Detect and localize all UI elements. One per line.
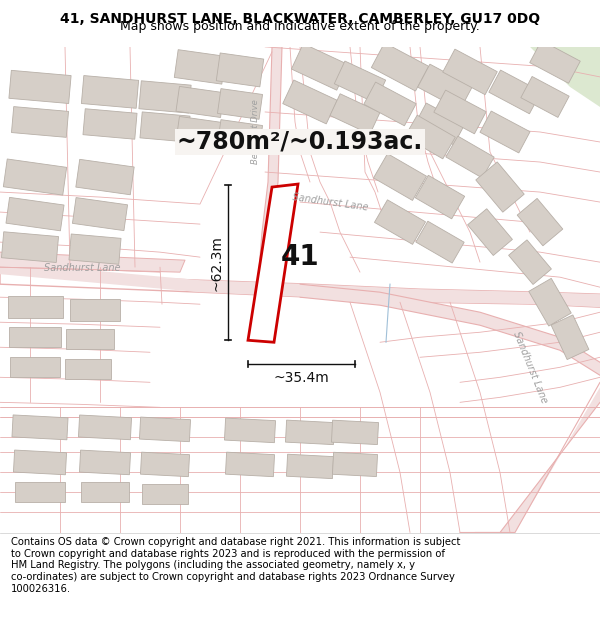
Bar: [9, 328, 61, 348]
Bar: [224, 418, 275, 442]
Polygon shape: [460, 372, 600, 532]
Text: Sandhurst Lane: Sandhurst Lane: [44, 263, 120, 273]
Bar: [331, 420, 379, 444]
Bar: [551, 315, 589, 359]
Polygon shape: [248, 184, 298, 342]
Bar: [79, 450, 131, 475]
Bar: [176, 116, 224, 148]
Bar: [489, 70, 541, 114]
Bar: [364, 82, 416, 126]
Bar: [6, 198, 64, 231]
Bar: [371, 42, 428, 91]
Bar: [443, 49, 497, 94]
Bar: [70, 299, 120, 321]
Bar: [140, 452, 190, 477]
Bar: [7, 296, 62, 318]
Bar: [139, 417, 191, 442]
Bar: [81, 482, 129, 502]
Text: ~780m²/~0.193ac.: ~780m²/~0.193ac.: [177, 130, 423, 154]
Bar: [529, 278, 571, 326]
Bar: [10, 357, 60, 377]
Bar: [140, 112, 190, 142]
Bar: [434, 90, 486, 134]
Text: Sandhurst Lane: Sandhurst Lane: [511, 330, 549, 404]
Bar: [415, 175, 464, 219]
Bar: [79, 415, 131, 440]
Bar: [217, 119, 263, 150]
Bar: [12, 415, 68, 440]
Text: ~35.4m: ~35.4m: [274, 371, 329, 385]
Bar: [334, 61, 386, 102]
Bar: [139, 81, 191, 113]
Text: 41: 41: [281, 243, 319, 271]
Text: Beechnut Drive: Beechnut Drive: [251, 99, 260, 164]
Bar: [15, 482, 65, 502]
Bar: [283, 80, 337, 124]
Bar: [174, 49, 226, 84]
Bar: [330, 94, 380, 134]
Bar: [216, 53, 264, 87]
Polygon shape: [530, 47, 600, 107]
Bar: [65, 359, 111, 379]
Bar: [521, 76, 569, 118]
Bar: [4, 159, 67, 195]
Text: Contains OS data © Crown copyright and database right 2021. This information is : Contains OS data © Crown copyright and d…: [11, 537, 460, 594]
Bar: [332, 452, 377, 477]
Text: Sandhurst Lane: Sandhurst Lane: [292, 192, 368, 213]
Bar: [530, 41, 580, 83]
Bar: [226, 452, 275, 477]
Bar: [13, 450, 67, 475]
Bar: [176, 86, 224, 118]
Polygon shape: [0, 252, 185, 272]
Polygon shape: [258, 47, 282, 282]
Polygon shape: [300, 284, 600, 375]
Bar: [476, 162, 524, 212]
Bar: [69, 234, 121, 264]
Bar: [509, 240, 551, 284]
Bar: [11, 107, 68, 138]
Bar: [66, 329, 114, 349]
Text: Map shows position and indicative extent of the property.: Map shows position and indicative extent…: [120, 20, 480, 32]
Bar: [480, 111, 530, 153]
Text: ~62.3m: ~62.3m: [209, 235, 223, 291]
Bar: [82, 76, 139, 108]
Bar: [1, 232, 59, 262]
Bar: [73, 198, 128, 231]
Bar: [286, 454, 334, 479]
Bar: [9, 71, 71, 104]
Polygon shape: [0, 262, 600, 308]
Bar: [217, 89, 263, 119]
Bar: [83, 109, 137, 139]
Bar: [374, 200, 425, 244]
Bar: [416, 221, 464, 263]
Bar: [418, 64, 472, 110]
Bar: [517, 198, 563, 246]
Bar: [292, 44, 349, 90]
Bar: [404, 115, 455, 159]
Bar: [415, 103, 465, 145]
Bar: [374, 154, 427, 201]
Bar: [467, 209, 512, 256]
Bar: [76, 159, 134, 195]
Bar: [446, 136, 494, 178]
Text: 41, SANDHURST LANE, BLACKWATER, CAMBERLEY, GU17 0DQ: 41, SANDHURST LANE, BLACKWATER, CAMBERLE…: [60, 12, 540, 26]
Bar: [286, 420, 335, 444]
Bar: [142, 484, 188, 504]
